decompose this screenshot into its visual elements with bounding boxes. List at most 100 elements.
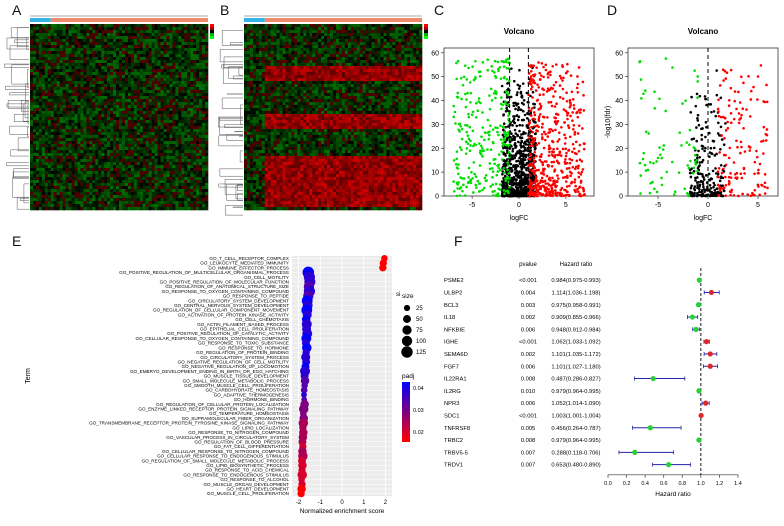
heatmap-cell — [145, 189, 149, 193]
heatmap-cell — [41, 207, 46, 211]
heatmap-cell — [163, 105, 167, 109]
heatmap-cell — [163, 108, 167, 112]
heatmap-cell — [98, 189, 102, 193]
heatmap-cell — [374, 75, 378, 79]
heatmap-cell — [297, 30, 301, 34]
heatmap-cell — [157, 195, 161, 199]
heatmap-cell — [56, 105, 60, 109]
heatmap-cell — [104, 168, 108, 172]
heatmap-cell — [121, 63, 126, 67]
heatmap-cell — [124, 186, 129, 190]
heatmap-cell — [59, 72, 63, 76]
heatmap-cell — [110, 60, 114, 64]
heatmap-cell — [92, 165, 96, 169]
heatmap-cell — [32, 177, 37, 181]
heatmap-cell — [407, 81, 411, 85]
heatmap-cell — [157, 84, 161, 88]
heatmap-cell — [151, 192, 155, 196]
heatmap-cell — [136, 129, 141, 133]
heatmap-cell — [98, 138, 102, 142]
heatmap-cell — [166, 156, 170, 160]
heatmap-cell — [86, 126, 90, 130]
heatmap-cell — [136, 168, 141, 172]
heatmap-cell — [380, 51, 384, 55]
heatmap-cell — [83, 39, 87, 43]
heatmap-cell — [136, 27, 141, 31]
heatmap-cell — [86, 84, 90, 88]
heatmap-cell — [41, 78, 46, 82]
heatmap-cell — [160, 126, 164, 130]
heatmap-cell — [95, 177, 99, 181]
heatmap-cell — [163, 102, 167, 106]
heatmap-cell — [181, 117, 185, 121]
heatmap-cell — [38, 135, 43, 139]
heatmap-cell — [130, 138, 135, 142]
heatmap-cell — [121, 105, 126, 109]
heatmap-cell — [116, 201, 120, 205]
heatmap-cell — [163, 57, 167, 61]
heatmap-cell — [205, 201, 209, 205]
heatmap-cell — [258, 66, 263, 70]
heatmap-cell — [74, 135, 78, 139]
heatmap-cell — [35, 120, 40, 124]
heatmap-cell — [38, 48, 43, 52]
heatmap-cell — [136, 192, 141, 196]
heatmap-cell — [124, 117, 129, 121]
heatmap-cell — [133, 135, 138, 139]
heatmap-cell — [312, 72, 316, 76]
heatmap-cell — [172, 99, 176, 103]
heatmap-cell — [193, 159, 197, 163]
heatmap-cell — [163, 156, 167, 160]
heatmap-cell — [196, 45, 200, 49]
heatmap-cell — [175, 198, 179, 202]
heatmap-cell — [187, 111, 191, 115]
heatmap-cell — [107, 174, 111, 178]
heatmap-cell — [98, 156, 102, 160]
heatmap-cell — [35, 54, 40, 58]
heatmap-cell — [315, 81, 319, 85]
heatmap-cell — [142, 90, 146, 94]
heatmap-cell — [101, 78, 105, 82]
dendrogram-branch — [13, 113, 29, 123]
heatmap-cell — [113, 162, 117, 166]
heatmap-cell — [121, 75, 126, 79]
heatmap-cell — [89, 156, 93, 160]
heatmap-cell — [113, 183, 117, 187]
heatmap-cell — [41, 204, 46, 208]
heatmap-cell — [124, 171, 129, 175]
heatmap-cell — [190, 153, 194, 157]
heatmap-cell — [178, 87, 182, 91]
heatmap-cell — [252, 63, 257, 67]
heatmap-cell — [92, 30, 96, 34]
heatmap-cell — [83, 51, 87, 55]
heatmap-cell — [181, 129, 185, 133]
heatmap-cell — [35, 42, 40, 46]
heatmap-cell — [401, 78, 405, 82]
heatmap-cell — [44, 186, 49, 190]
heatmap-cell — [86, 75, 90, 79]
heatmap-cell — [166, 111, 170, 115]
heatmap-cell — [157, 168, 161, 172]
heatmap-cell — [267, 48, 271, 52]
heatmap-cell — [202, 90, 206, 94]
heatmap-cell — [104, 114, 108, 118]
heatmap-cell — [86, 120, 90, 124]
heatmap-cell — [30, 183, 34, 187]
heatmap-cell — [341, 60, 346, 64]
heatmap-cell — [89, 177, 93, 181]
heatmap-cell — [104, 108, 108, 112]
heatmap-cell — [389, 75, 393, 79]
heatmap-cell — [344, 48, 349, 52]
heatmap-cell — [119, 39, 123, 43]
heatmap-cell — [116, 63, 120, 67]
heatmap-cell — [110, 102, 114, 106]
heatmap-cell — [255, 48, 260, 52]
heatmap-cell — [172, 207, 176, 211]
heatmap-cell — [104, 192, 108, 196]
heatmap-cell — [249, 27, 254, 31]
heatmap-cell — [142, 30, 146, 34]
heatmap-cell — [139, 189, 144, 193]
heatmap-cell — [145, 111, 149, 115]
heatmap-cell — [321, 33, 325, 37]
heatmap-cell — [74, 36, 78, 40]
